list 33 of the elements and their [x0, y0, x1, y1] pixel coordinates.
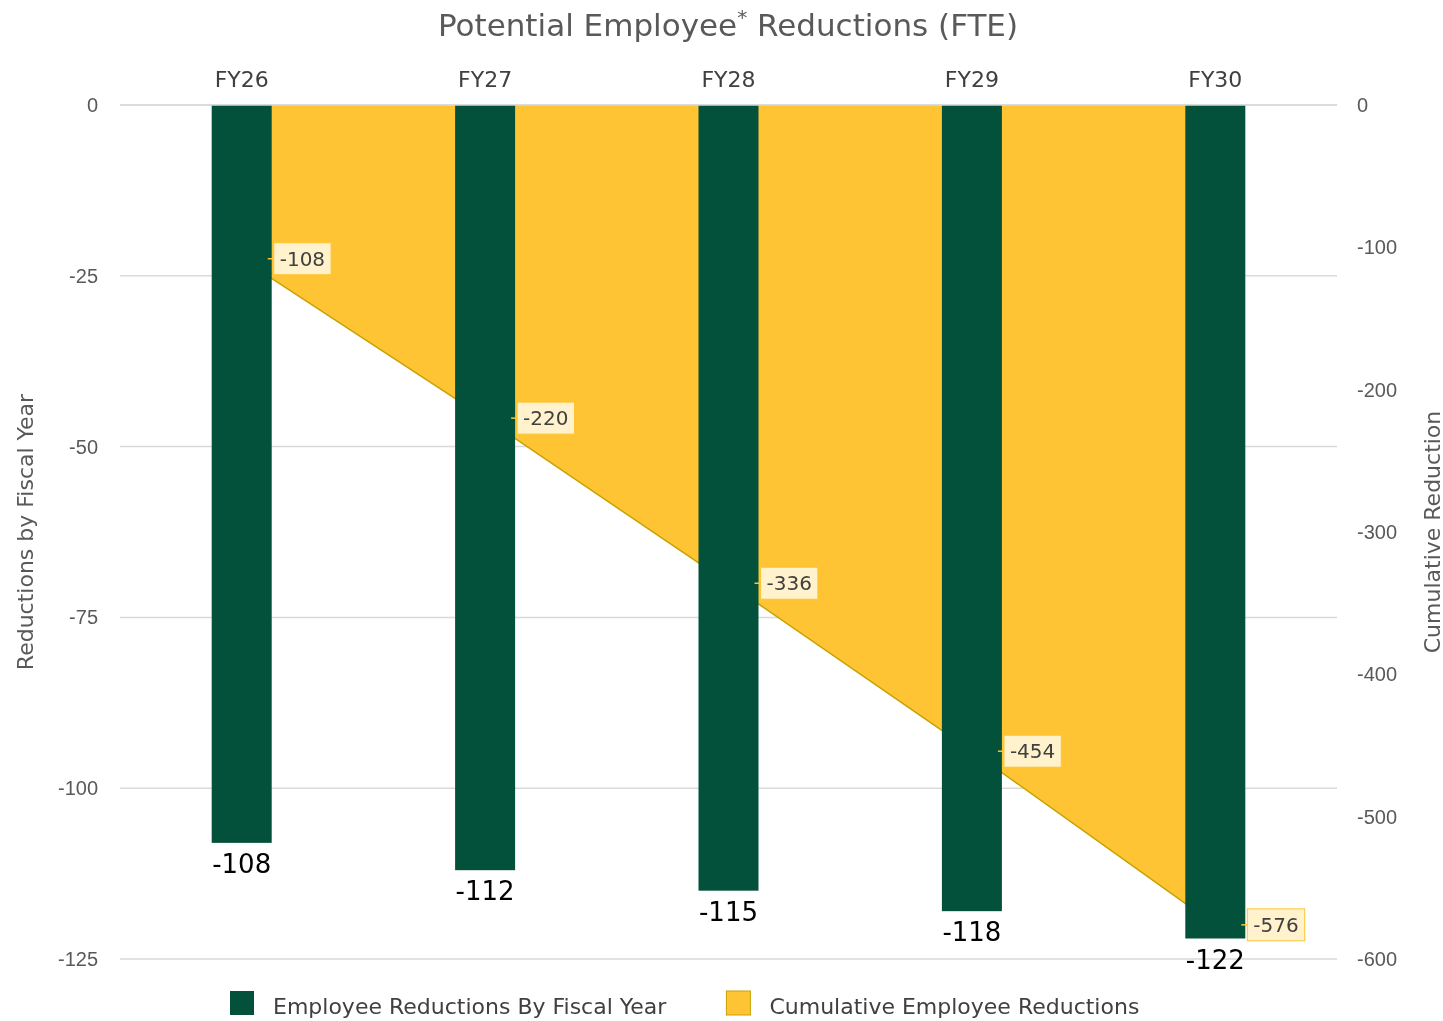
data-label: -576	[1253, 912, 1299, 937]
y-tick-label: -50	[69, 435, 98, 458]
x-tick-label: FY28	[701, 67, 756, 92]
y2-tick-label: -200	[1357, 378, 1398, 401]
y-tick-label: -75	[69, 606, 98, 629]
x-tick-label: FY27	[458, 67, 513, 92]
y2-tick-label: -600	[1357, 947, 1398, 970]
y-tick-label: -100	[57, 777, 98, 800]
data-label: -112	[455, 876, 515, 907]
y-tick-label: 0	[86, 93, 98, 116]
data-label: -122	[1185, 944, 1245, 975]
y2-tick-label: 0	[1357, 93, 1369, 116]
x-tick-label: FY26	[214, 67, 269, 92]
data-label: -220	[523, 406, 569, 431]
y2-tick-label: -100	[1357, 236, 1398, 259]
y-tick-label: -25	[69, 264, 98, 287]
x-tick-label: FY30	[1188, 67, 1243, 92]
data-label: -336	[766, 571, 812, 596]
data-label: -108	[279, 246, 326, 271]
y-tick-label: -125	[57, 947, 98, 970]
y2-tick-label: -300	[1357, 520, 1398, 543]
chart-title: Potential Employee$^{*}$ Reductions (FTE)	[437, 5, 1019, 43]
y2-tick-label: -400	[1357, 663, 1398, 686]
legend-label: Employee Reductions By Fiscal Year	[273, 994, 668, 1019]
y2-tick-label: -500	[1357, 805, 1398, 828]
y-axis-title: Reductions by Fiscal Year	[13, 392, 38, 671]
y2-axis-title: Cumulative Reduction	[1420, 410, 1443, 654]
x-tick-label: FY29	[944, 67, 999, 92]
data-label: -108	[212, 848, 272, 879]
data-label: -115	[698, 896, 759, 927]
data-label: -454	[1009, 739, 1056, 764]
data-label: -118	[942, 917, 1002, 948]
legend-label: Cumulative Employee Reductions	[769, 994, 1140, 1019]
